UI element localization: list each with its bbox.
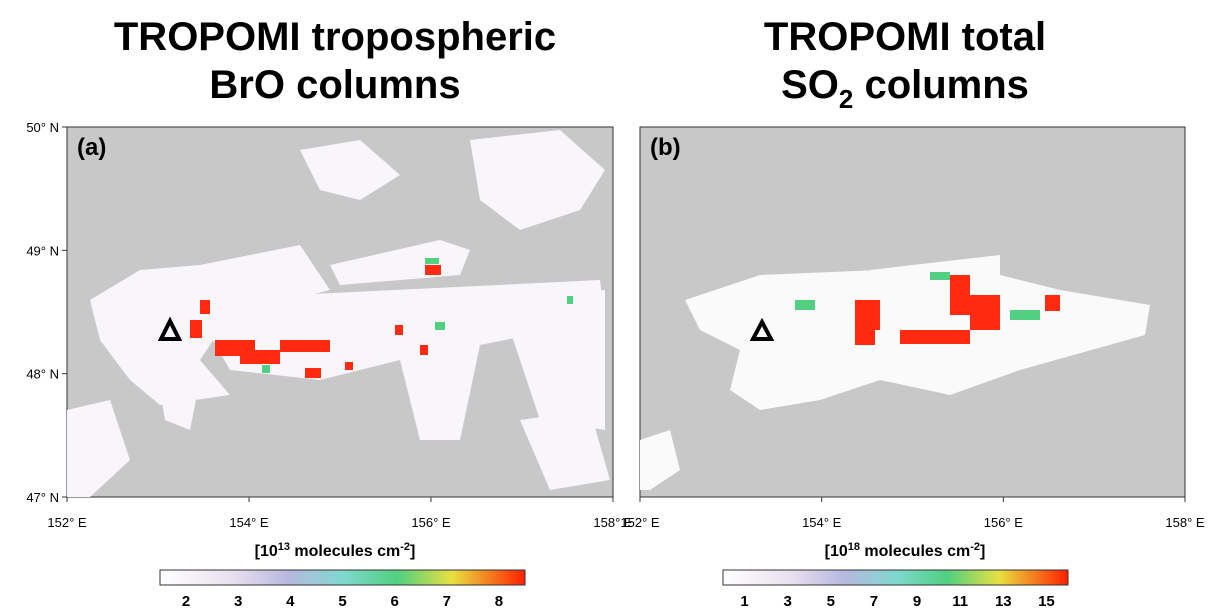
colorbar-tick-label: 15 xyxy=(1038,593,1055,608)
x-tick-label: 154° E xyxy=(802,515,842,530)
colorbar-tick-label: 13 xyxy=(995,593,1012,608)
unit-text: ] xyxy=(410,543,415,560)
colorbar-tick-label: 3 xyxy=(784,593,792,608)
unit-superscript: 18 xyxy=(848,541,860,553)
title-text: SO xyxy=(781,63,839,107)
panel-label: (b) xyxy=(650,134,681,161)
panel-title: SO2 columns xyxy=(781,63,1029,114)
title-text: columns xyxy=(853,63,1029,107)
panel-label: (a) xyxy=(77,134,106,161)
x-tick-label: 156° E xyxy=(411,515,451,530)
colorbar xyxy=(722,569,1069,586)
y-tick-label: 48° N xyxy=(26,367,59,382)
colorbar-tick-label: 1 xyxy=(740,593,748,608)
colorbar-tick-label: 6 xyxy=(390,593,398,608)
y-tick-label: 50° N xyxy=(26,120,59,135)
colorbar-tick-label: 4 xyxy=(286,593,295,608)
unit-text: ] xyxy=(980,543,985,560)
y-tick-label: 49° N xyxy=(26,243,59,258)
pixels xyxy=(67,130,610,497)
panel-title: TROPOMI total xyxy=(764,15,1046,59)
unit-superscript: -2 xyxy=(970,541,980,553)
volcano-marker xyxy=(157,316,183,341)
unit-text: molecules cm xyxy=(860,543,970,560)
unit-text: molecules cm xyxy=(290,543,400,560)
panel-title: BrO columns xyxy=(209,63,460,107)
map-a: (a) xyxy=(66,126,614,498)
colorbar-tick-label: 8 xyxy=(495,593,503,608)
volcano-marker xyxy=(749,317,775,341)
x-tick-label: 152° E xyxy=(47,515,87,530)
colorbar-tick-label: 9 xyxy=(913,593,921,608)
colorbar-unit: [1018 molecules cm-2] xyxy=(825,541,986,560)
x-tick-label: 154° E xyxy=(229,515,269,530)
colorbar-tick-label: 5 xyxy=(338,593,346,608)
x-tick-label: 152° E xyxy=(620,515,660,530)
x-tick-label: 158° E xyxy=(1165,515,1205,530)
unit-text: [10 xyxy=(255,543,278,560)
colorbar-tick-label: 3 xyxy=(234,593,242,608)
unit-superscript: -2 xyxy=(400,541,410,553)
colorbar-tick-label: 11 xyxy=(952,593,968,608)
x-tick-label: 158° E xyxy=(593,515,633,530)
panel-title: TROPOMI tropospheric xyxy=(114,15,556,59)
pixels xyxy=(262,258,573,373)
colorbar-tick-label: 7 xyxy=(443,593,451,608)
unit-superscript: 13 xyxy=(278,541,290,553)
map-b: (b) xyxy=(639,126,1186,498)
colorbar-tick-label: 2 xyxy=(182,593,190,608)
colorbar-tick-label: 5 xyxy=(827,593,835,608)
colorbar xyxy=(159,569,526,586)
pixels xyxy=(795,272,1040,320)
title-subscript: 2 xyxy=(839,84,853,114)
y-tick-label: 47° N xyxy=(26,490,59,505)
colorbar-tick-label: 7 xyxy=(870,593,878,608)
colorbar-unit: [1013 molecules cm-2] xyxy=(255,541,416,560)
unit-text: [10 xyxy=(825,543,848,560)
x-tick-label: 156° E xyxy=(984,515,1024,530)
pixels xyxy=(190,265,441,378)
pixels xyxy=(855,275,1060,345)
